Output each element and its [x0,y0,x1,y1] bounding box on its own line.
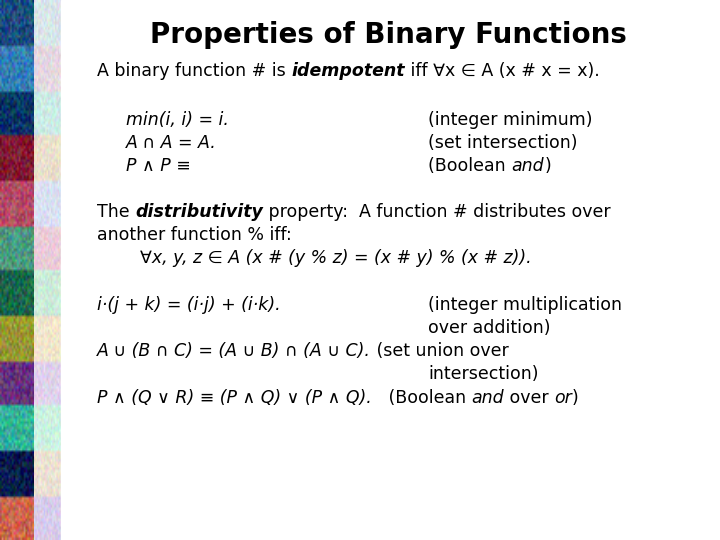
Text: i·(j + k) = (i·j) + (i·k).: i·(j + k) = (i·j) + (i·k). [97,296,281,314]
Text: A binary function # is: A binary function # is [97,62,292,80]
Text: and: and [472,389,504,407]
Text: distributivity: distributivity [135,202,264,221]
Text: or: or [554,389,572,407]
Text: and: and [511,157,544,176]
Text: over addition): over addition) [428,319,551,337]
Text: (set union over: (set union over [371,342,509,360]
Text: Properties of Binary Functions: Properties of Binary Functions [150,21,627,49]
Text: (set intersection): (set intersection) [428,134,578,152]
Text: min(i, i) = i.: min(i, i) = i. [126,111,229,129]
Text: another function % iff:: another function % iff: [97,226,292,244]
Text: (Boolean: (Boolean [372,389,472,407]
Text: (integer multiplication: (integer multiplication [428,296,622,314]
Text: (Boolean: (Boolean [428,157,511,176]
Text: ): ) [544,157,551,176]
Text: over: over [504,389,554,407]
Text: intersection): intersection) [428,364,539,383]
Text: idempotent: idempotent [292,62,405,80]
Text: P ∧ (Q ∨ R) ≡ (P ∧ Q) ∨ (P ∧ Q).: P ∧ (Q ∨ R) ≡ (P ∧ Q) ∨ (P ∧ Q). [97,389,372,407]
Text: property:  A function # distributes over: property: A function # distributes over [264,202,611,221]
Text: A ∪ (B ∩ C) = (A ∪ B) ∩ (A ∪ C).: A ∪ (B ∩ C) = (A ∪ B) ∩ (A ∪ C). [97,342,371,360]
Text: (integer minimum): (integer minimum) [428,111,593,129]
Text: iff ∀x ∈ A (x # x = x).: iff ∀x ∈ A (x # x = x). [405,62,600,80]
Text: ∀x, y, z ∈ A (x # (y % z) = (x # y) % (x # z)).: ∀x, y, z ∈ A (x # (y % z) = (x # y) % (x… [140,249,532,267]
Text: P ∧ P ≡: P ∧ P ≡ [126,157,191,176]
Text: ): ) [572,389,579,407]
Text: The: The [97,202,135,221]
Text: A ∩ A = A.: A ∩ A = A. [126,134,217,152]
